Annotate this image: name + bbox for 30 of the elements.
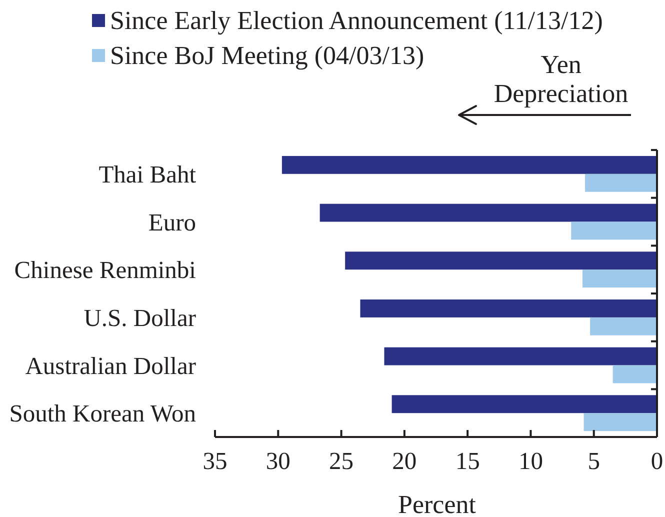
x-tick-label: 15 [455,448,480,475]
y-tick-label: Chinese Renminbi [14,257,196,284]
y-tick-label: South Korean Won [9,400,196,428]
text: Yen Depreciation [494,50,628,108]
bar [392,395,657,414]
x-tick-label: 0 [650,448,664,475]
x-tick-label: 30 [266,448,290,475]
bar [360,299,657,318]
bar [585,174,657,192]
bar [590,317,657,336]
legend-label: Since Early Election Announcement (11/13/12) [110,6,603,35]
bar [582,270,657,288]
y-tick-label: U.S. Dollar [84,304,196,332]
bar [571,222,657,240]
bar [384,347,657,366]
bar [282,156,657,174]
x-tick-label: 35 [202,448,228,475]
x-tick-label: 5 [588,448,600,475]
y-tick-label: Euro [148,209,196,236]
bar [584,413,657,432]
legend-label: Since BoJ Meeting (04/03/13) [110,41,424,70]
x-tick-label: 20 [392,448,417,475]
bar [320,204,657,222]
y-tick-label: Thai Baht [98,161,196,188]
bar [612,365,657,384]
y-tick-label: Australian Dollar [25,352,196,380]
x-tick-label: 10 [518,448,543,475]
x-axis-title: Percent [398,490,477,517]
bar [345,252,657,270]
x-tick-label: 25 [329,448,354,475]
